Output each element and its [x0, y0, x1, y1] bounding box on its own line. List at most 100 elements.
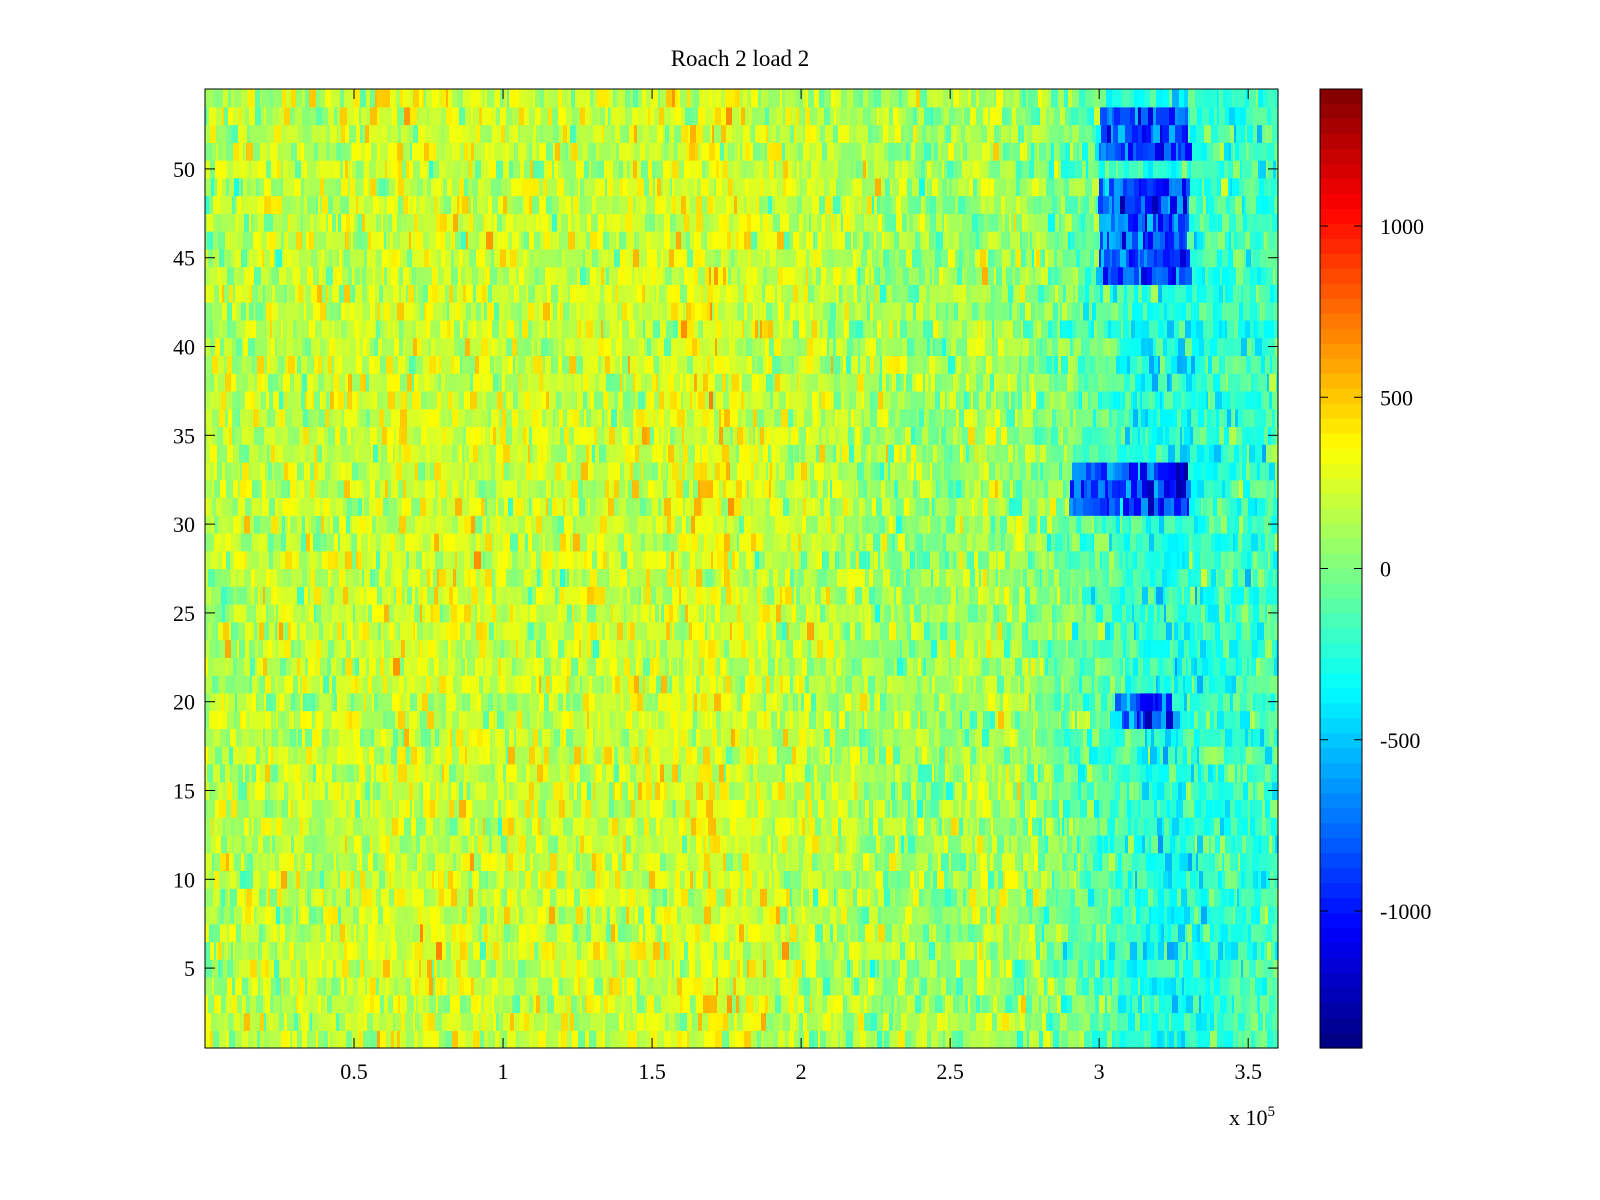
heatmap-cell — [1192, 852, 1197, 872]
heatmap-cell — [389, 763, 395, 783]
heatmap-cell — [863, 941, 868, 960]
heatmap-cell — [779, 1012, 784, 1031]
heatmap-cell — [677, 976, 683, 996]
heatmap-cell — [505, 994, 510, 1014]
heatmap-cell — [1186, 834, 1194, 854]
heatmap-cell — [369, 746, 375, 765]
heatmap-cell — [987, 852, 991, 872]
heatmap-cell — [664, 781, 668, 800]
heatmap-cell — [980, 905, 988, 925]
heatmap-cell — [452, 923, 457, 943]
heatmap-cell — [1031, 1012, 1036, 1031]
heatmap-cell — [1097, 781, 1105, 800]
heatmap-cell — [382, 834, 387, 854]
heatmap-cell — [568, 1012, 571, 1031]
heatmap-cell — [934, 834, 941, 854]
heatmap-cell — [1000, 959, 1005, 978]
heatmap-cell — [318, 834, 324, 854]
heatmap-cell — [922, 692, 928, 712]
heatmap-cell — [534, 799, 539, 818]
heatmap-cell — [657, 799, 664, 818]
heatmap-cell — [529, 1012, 535, 1031]
heatmap-cell — [862, 870, 870, 889]
heatmap-cell — [567, 1030, 573, 1049]
heatmap-cell — [478, 834, 483, 854]
heatmap-cell — [972, 959, 978, 978]
heatmap-cell — [1185, 817, 1190, 836]
heatmap-cell — [1074, 746, 1081, 765]
heatmap-cell — [848, 923, 851, 943]
heatmap-cell — [771, 852, 774, 872]
heatmap-cell — [323, 675, 330, 694]
heatmap-cell — [236, 710, 241, 729]
heatmap-cell — [383, 905, 387, 925]
heatmap-cell — [1098, 746, 1106, 765]
heatmap-cell — [758, 746, 763, 765]
heatmap-cell — [731, 888, 739, 907]
heatmap-cell — [837, 923, 845, 943]
heatmap-cell — [1095, 692, 1102, 712]
heatmap-cell — [442, 728, 445, 747]
heatmap-cell — [567, 834, 573, 854]
heatmap-cell — [852, 834, 857, 854]
heatmap-cell — [941, 976, 947, 996]
heatmap-cell — [547, 994, 555, 1014]
heatmap-cell — [413, 1012, 416, 1031]
heatmap-cell — [392, 692, 400, 712]
heatmap-cell — [969, 728, 976, 747]
heatmap-cell — [341, 905, 347, 925]
heatmap-cell — [237, 692, 240, 712]
heatmap-cell — [690, 834, 697, 854]
heatmap-cell — [828, 888, 835, 907]
heatmap-cell — [725, 675, 728, 694]
heatmap-cell — [329, 852, 335, 872]
heatmap-cell — [798, 994, 805, 1014]
heatmap-cell — [998, 781, 1001, 800]
heatmap-cell — [1035, 1012, 1043, 1031]
heatmap-cell — [1206, 799, 1213, 818]
heatmap-cell — [658, 834, 665, 854]
heatmap-cell — [1201, 799, 1207, 818]
heatmap-cell — [325, 817, 333, 836]
heatmap-cell — [836, 905, 842, 925]
heatmap-cell — [639, 1030, 646, 1049]
heatmap-cell — [265, 728, 273, 747]
heatmap-cell — [901, 1012, 908, 1031]
heatmap-cell — [352, 888, 360, 907]
heatmap-cell — [785, 923, 791, 943]
heatmap-cell — [546, 675, 551, 694]
heatmap-cell — [728, 923, 734, 943]
heatmap-cell — [1112, 1030, 1116, 1049]
heatmap-cell — [391, 941, 398, 960]
heatmap-cell — [270, 852, 276, 872]
heatmap-cell — [983, 710, 991, 729]
heatmap-cell — [1268, 905, 1275, 925]
heatmap-cell — [295, 1030, 298, 1049]
heatmap-cell — [910, 799, 915, 818]
heatmap-cell — [472, 923, 479, 943]
heatmap-cell — [488, 1030, 494, 1049]
heatmap-cell — [907, 763, 912, 783]
heatmap-cell — [1157, 923, 1160, 943]
heatmap-cell — [708, 817, 712, 836]
heatmap-cell — [883, 1012, 890, 1031]
heatmap-cell — [288, 888, 293, 907]
heatmap-cell — [763, 959, 767, 978]
heatmap-cell — [931, 817, 937, 836]
heatmap-cell — [466, 799, 473, 818]
heatmap-cell — [395, 905, 398, 925]
heatmap-cell — [675, 1012, 681, 1031]
heatmap-cell — [248, 976, 253, 996]
heatmap-cell — [484, 959, 487, 978]
heatmap-cell — [259, 923, 264, 943]
heatmap-cell — [886, 976, 893, 996]
heatmap-cell — [430, 799, 436, 818]
heatmap-cell — [908, 781, 912, 800]
heatmap-cell — [793, 675, 797, 694]
heatmap-cell — [1224, 1030, 1230, 1049]
heatmap-cell — [976, 675, 983, 694]
heatmap-cell — [950, 941, 955, 960]
heatmap-cell — [934, 905, 942, 925]
heatmap-cell — [863, 852, 870, 872]
heatmap-cell — [1096, 976, 1104, 996]
